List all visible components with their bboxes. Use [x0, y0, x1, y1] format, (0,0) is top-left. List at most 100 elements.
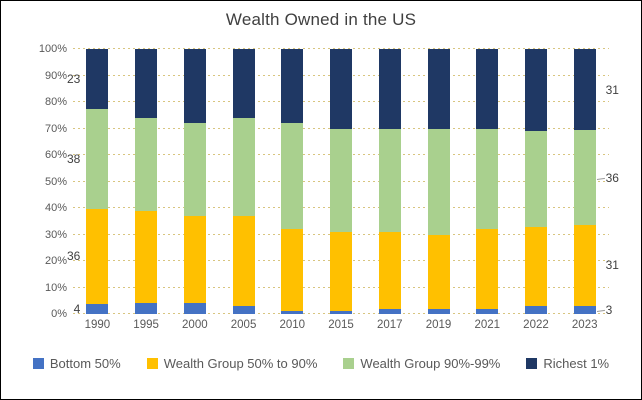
- legend-label: Bottom 50%: [49, 356, 121, 371]
- bar-column: [365, 49, 414, 314]
- legend-swatch: [32, 358, 44, 369]
- stacked-bar: [232, 49, 255, 314]
- data-label: 23: [67, 72, 81, 87]
- bar-segment: [524, 131, 547, 227]
- bar-segment: [476, 229, 499, 309]
- bar-segment: [183, 123, 206, 216]
- bar-segment: [378, 231, 401, 309]
- bar-column: [170, 49, 219, 314]
- bar-segment: [183, 215, 206, 304]
- bar-segment: [281, 49, 304, 124]
- data-label: 31: [605, 82, 619, 97]
- legend-item: Bottom 50%: [32, 356, 121, 371]
- bar-segment: [232, 306, 255, 314]
- legend-label: Wealth Group 90%-99%: [360, 356, 501, 371]
- bar-segment: [476, 49, 499, 129]
- plot-area: [73, 48, 609, 314]
- y-tick-label: 10%: [44, 281, 67, 294]
- bar-column: [317, 49, 366, 314]
- bar-segment: [476, 308, 499, 314]
- bar-column: [560, 49, 609, 314]
- bar-segment: [135, 303, 158, 314]
- bar-column: [73, 49, 122, 314]
- stacked-bar: [86, 49, 109, 314]
- bar-segment: [86, 109, 109, 210]
- legend-item: Wealth Group 90%-99%: [343, 356, 500, 371]
- y-tick-label: 20%: [44, 255, 67, 267]
- y-tick-label: 100%: [38, 43, 67, 55]
- chart-title: Wealth Owned in the US: [225, 10, 417, 29]
- gridline: [73, 48, 609, 49]
- legend-swatch: [526, 358, 538, 369]
- bar-segment: [330, 231, 353, 312]
- bar-segment: [378, 128, 401, 232]
- bar-segment: [183, 49, 206, 124]
- x-tick-label: 2010: [279, 319, 306, 331]
- bar-column: [268, 49, 317, 314]
- y-tick-label: 30%: [44, 228, 67, 241]
- bar-segment: [330, 311, 353, 314]
- x-axis-labels: 1990 1995 2000 2005 2010 2015 2017 2019 2021 2022…: [73, 319, 609, 331]
- stacked-bar: [378, 49, 401, 314]
- data-label: 31: [605, 258, 619, 273]
- bar-segment: [427, 234, 450, 309]
- stacked-bar: [524, 49, 547, 314]
- x-tick-label: 2005: [230, 319, 257, 331]
- bar-segment: [378, 49, 401, 129]
- bar-segment: [281, 123, 304, 230]
- bar-segment: [281, 311, 304, 314]
- x-tick-label: 2021: [474, 319, 501, 331]
- bar-segment: [378, 308, 401, 314]
- bar-column: [512, 49, 561, 314]
- stacked-bar: [476, 49, 499, 314]
- x-tick-label: 2000: [182, 319, 208, 331]
- data-label: 4: [73, 301, 81, 316]
- legend-item: Wealth Group 50% to 90%: [146, 356, 318, 371]
- data-label: 36: [67, 249, 81, 264]
- legend-swatch: [343, 358, 355, 369]
- bar-segment: [135, 210, 158, 304]
- bar-segment: [86, 209, 109, 304]
- y-tick-label: 90%: [44, 69, 67, 82]
- bar-column: [463, 49, 512, 314]
- bar-column: [414, 49, 463, 314]
- bar-segment: [232, 215, 255, 307]
- bar-segment: [573, 224, 596, 307]
- stacked-bar: [573, 49, 596, 314]
- bar-column: [219, 49, 268, 314]
- x-tick-label: 1995: [133, 319, 159, 331]
- legend: Bottom 50% Wealth Group 50% to 90% Wealth …: [1, 356, 641, 371]
- bar-segment: [476, 128, 499, 230]
- bar-segment: [524, 49, 547, 132]
- bar-segment: [524, 226, 547, 307]
- bar-segment: [232, 49, 255, 118]
- bar-segment: [427, 308, 450, 314]
- bar-segment: [232, 117, 255, 216]
- bar-segment: [573, 130, 596, 225]
- bar-segment: [330, 128, 353, 232]
- stacked-bar: [281, 49, 304, 314]
- y-tick-label: 50%: [44, 175, 67, 188]
- legend-label: Wealth Group 50% to 90%: [163, 356, 318, 371]
- bar-segment: [427, 49, 450, 129]
- bar-segment: [281, 229, 304, 312]
- y-tick-label: 60%: [44, 149, 67, 161]
- bar-segment: [135, 49, 158, 118]
- x-tick-label: 1990: [84, 319, 111, 331]
- legend-swatch: [146, 358, 158, 369]
- y-tick-label: 40%: [44, 202, 67, 214]
- stacked-bar: [135, 49, 158, 314]
- x-tick-label: 2019: [425, 319, 452, 331]
- x-tick-label: 2022: [523, 319, 549, 331]
- bar-column: [122, 49, 171, 314]
- legend-item: Richest 1%: [526, 356, 609, 371]
- x-tick-label: 2015: [328, 319, 354, 331]
- y-tick-label: 70%: [44, 122, 67, 135]
- bar-segment: [573, 49, 596, 131]
- bars-layer: [73, 49, 609, 314]
- data-label: 38: [67, 152, 81, 167]
- bar-segment: [573, 306, 596, 314]
- y-tick-label: 0%: [51, 308, 67, 320]
- stacked-bar: [330, 49, 353, 314]
